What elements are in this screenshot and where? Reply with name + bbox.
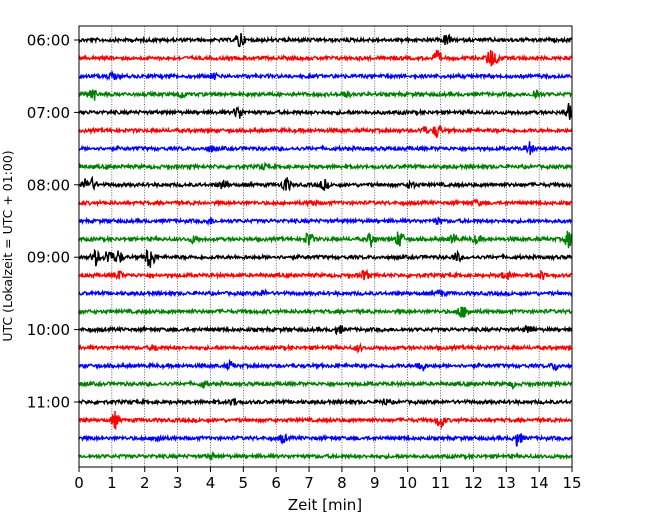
x-tick-label: 10 — [398, 474, 417, 492]
trace-06:45 — [78, 89, 573, 101]
y-tick-label: 11:00 — [27, 394, 70, 412]
x-tick-label: 3 — [173, 474, 183, 492]
y-tick-label: 07:00 — [27, 104, 70, 122]
trace-07:30 — [78, 141, 572, 155]
trace-11:00 — [78, 397, 573, 407]
x-tick-label: 14 — [530, 474, 549, 492]
trace-10:00 — [78, 324, 573, 336]
trace-07:00 — [78, 102, 573, 120]
trace-10:45 — [78, 379, 573, 391]
y-tick-label: 06:00 — [27, 32, 70, 50]
x-tick-label: 7 — [304, 474, 314, 492]
trace-10:30 — [78, 358, 572, 372]
plot-frame — [78, 25, 573, 468]
x-tick-label: 0 — [74, 474, 84, 492]
trace-11:15 — [78, 411, 573, 430]
x-tick-label: 15 — [562, 474, 581, 492]
x-tick-label: 2 — [140, 474, 150, 492]
trace-08:15 — [78, 198, 573, 208]
trace-07:15 — [78, 125, 573, 139]
x-tick-label: 11 — [431, 474, 450, 492]
trace-06:30 — [78, 69, 573, 82]
x-tick-label: 13 — [497, 474, 516, 492]
x-tick-label: 8 — [337, 474, 347, 492]
trace-06:15 — [78, 49, 573, 67]
traces — [78, 33, 573, 461]
x-axis: 0 1 2 3 4 5 6 7 8 9 10 11 12 13 14 15 — [74, 467, 582, 492]
trace-08:30 — [78, 216, 573, 227]
trace-07:45 — [78, 161, 573, 171]
trace-06:00 — [78, 33, 573, 48]
trace-08:45 — [78, 230, 573, 249]
trace-09:00 — [78, 248, 573, 268]
x-tick-label: 9 — [370, 474, 380, 492]
trace-11:30 — [78, 433, 573, 447]
x-tick-label: 1 — [107, 474, 117, 492]
x-tick-label: 5 — [239, 474, 249, 492]
y-axis-label: UTC (Lokalzeit = UTC + 01:00) — [0, 150, 15, 341]
x-tick-label: 4 — [206, 474, 216, 492]
trace-09:15 — [78, 268, 573, 281]
x-axis-label: Zeit [min] — [288, 496, 362, 514]
x-tick-label: 12 — [464, 474, 483, 492]
trace-08:00 — [78, 175, 573, 192]
trace-09:45 — [78, 306, 572, 318]
minute-grid — [111, 26, 540, 467]
y-tick-label: 09:00 — [27, 249, 70, 267]
y-tick-label: 10:00 — [27, 321, 70, 339]
y-tick-label: 08:00 — [27, 176, 70, 194]
y-axis: 06:00 07:00 08:00 09:00 10:00 11:00 — [27, 32, 79, 412]
plot-background — [79, 26, 572, 467]
trace-09:30 — [78, 288, 573, 298]
x-tick-label: 6 — [271, 474, 281, 492]
trace-11:45 — [78, 450, 573, 461]
trace-10:15 — [78, 342, 573, 354]
